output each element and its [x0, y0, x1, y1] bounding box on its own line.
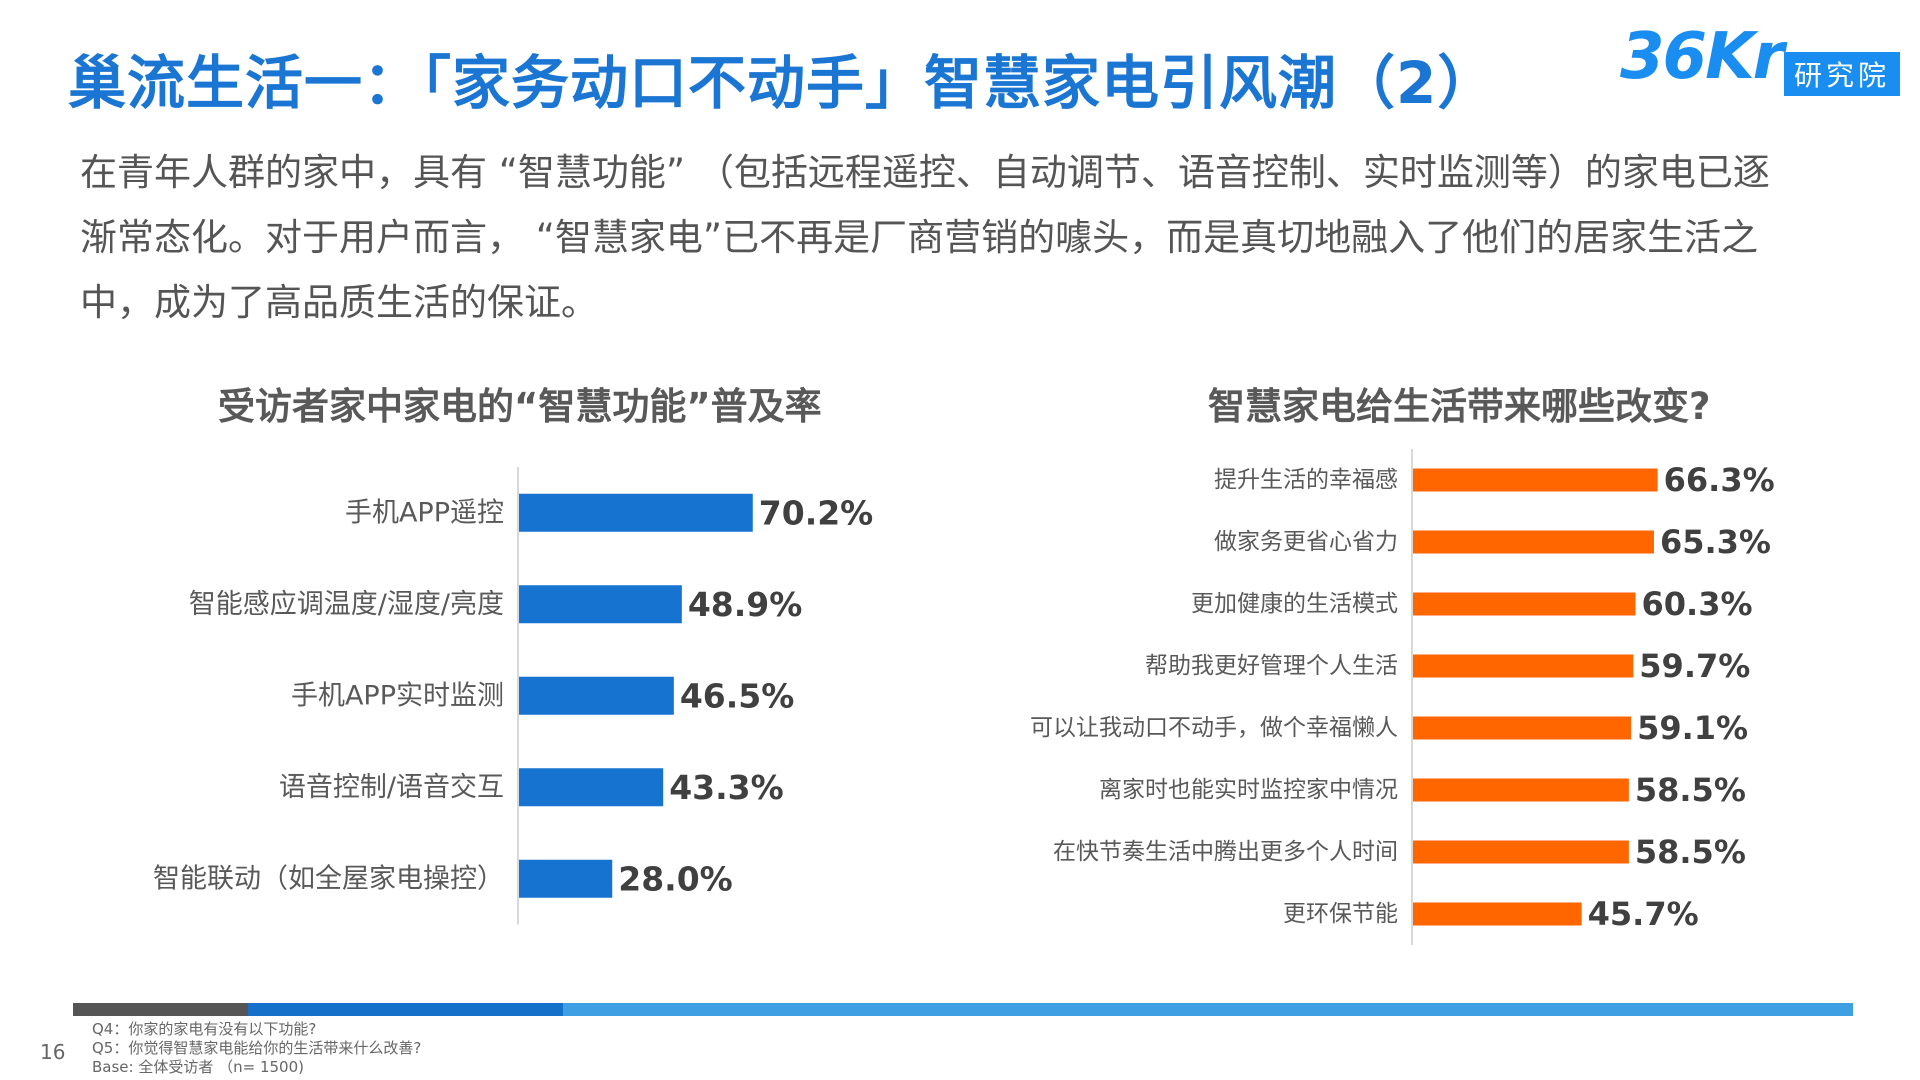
page-title: 巢流生活一：「家务动口不动手」智慧家电引风潮（2）	[68, 49, 1497, 117]
left-category-label: 手机APP实时监测	[291, 680, 504, 711]
left-bar	[519, 493, 753, 532]
right-value-label: 45.7%	[1588, 895, 1699, 933]
footer-bar-dark	[73, 1003, 248, 1016]
right-bar	[1413, 592, 1636, 616]
footnote-q5: Q5：你觉得智慧家电能给你的生活带来什么改善?	[92, 1039, 422, 1057]
left-category-label: 智能联动（如全屋家电操控）	[153, 863, 504, 894]
left-chart-title: 受访者家中家电的“智慧功能”普及率	[218, 385, 822, 428]
right-category-label: 帮助我更好管理个人生活	[1145, 653, 1398, 679]
right-value-label: 59.7%	[1639, 647, 1750, 685]
left-bar-chart: 手机APP遥控 70.2% 智能感应调温度/湿度/亮度 48.9% 手机APP实时监测 4…	[153, 467, 873, 925]
left-value-label: 70.2%	[759, 493, 874, 532]
left-category-label: 智能感应调温度/湿度/亮度	[189, 589, 504, 620]
right-category-label: 在快节奏生活中腾出更多个人时间	[1053, 839, 1398, 865]
left-value-label: 43.3%	[669, 768, 784, 807]
right-bar	[1413, 902, 1582, 926]
right-value-label: 58.5%	[1635, 771, 1746, 809]
left-bar	[519, 768, 664, 807]
right-bar	[1413, 530, 1654, 554]
right-category-label: 更环保节能	[1283, 901, 1398, 927]
right-value-label: 60.3%	[1642, 585, 1753, 623]
right-bar-chart: 提升生活的幸福感 66.3% 做家务更省心省力 65.3% 更加健康的生活模式 60.3%…	[1030, 449, 1775, 945]
page-number: 16	[40, 1040, 66, 1064]
left-category-label: 手机APP遥控	[345, 497, 504, 528]
left-value-label: 48.9%	[688, 585, 803, 624]
right-category-label: 离家时也能实时监控家中情况	[1099, 777, 1398, 803]
right-bar	[1413, 840, 1629, 864]
right-value-label: 66.3%	[1664, 461, 1775, 499]
right-bar	[1413, 654, 1634, 678]
logo-mark: 36Kr	[1620, 20, 1784, 94]
right-bar	[1413, 468, 1658, 492]
footnote-q4: Q4：你家的家电有没有以下功能?	[92, 1020, 317, 1038]
footer-bar-mid	[248, 1003, 563, 1016]
right-value-label: 59.1%	[1637, 709, 1748, 747]
right-category-label: 做家务更省心省力	[1214, 529, 1398, 555]
brand-logo: 36Kr 研究院	[1620, 18, 1900, 98]
left-category-label: 语音控制/语音交互	[279, 772, 504, 803]
logo-subtitle: 研究院	[1783, 52, 1900, 96]
footer-bar-light	[563, 1003, 1853, 1016]
left-value-label: 46.5%	[680, 676, 795, 715]
right-bar	[1413, 778, 1629, 802]
left-bar	[519, 676, 674, 715]
left-value-label: 28.0%	[618, 859, 733, 898]
right-value-label: 65.3%	[1660, 523, 1771, 561]
right-category-label: 更加健康的生活模式	[1191, 591, 1398, 617]
right-category-label: 提升生活的幸福感	[1214, 467, 1398, 493]
left-bar	[519, 859, 613, 898]
right-category-label: 可以让我动口不动手，做个幸福懒人	[1030, 715, 1398, 741]
intro-paragraph: 在青年人群的家中，具有 “智慧功能” （包括远程遥控、自动调节、语音控制、实时监…	[80, 151, 1770, 324]
footnote-base: Base: 全体受访者 （n= 1500)	[92, 1058, 304, 1076]
right-chart-title: 智慧家电给生活带来哪些改变?	[1208, 385, 1711, 428]
left-bar	[519, 585, 682, 624]
right-value-label: 58.5%	[1635, 833, 1746, 871]
right-bar	[1413, 716, 1632, 740]
